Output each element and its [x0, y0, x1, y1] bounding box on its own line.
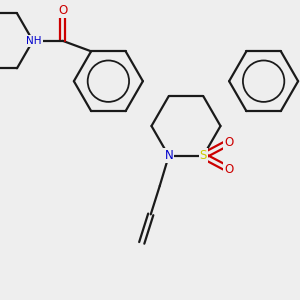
Text: N: N	[164, 149, 173, 162]
Text: S: S	[200, 149, 207, 162]
Text: NH: NH	[26, 36, 42, 46]
Text: O: O	[224, 136, 233, 149]
Text: O: O	[224, 163, 233, 176]
Text: O: O	[58, 4, 67, 17]
